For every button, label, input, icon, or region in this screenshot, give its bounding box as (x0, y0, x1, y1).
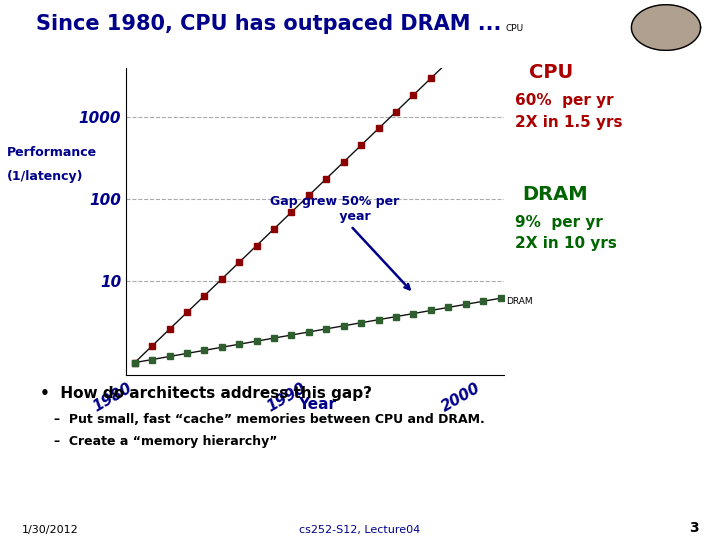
Text: 1/30/2012: 1/30/2012 (22, 524, 78, 535)
Text: DRAM: DRAM (505, 297, 532, 306)
Text: DRAM: DRAM (522, 185, 588, 204)
Text: 60%  per yr: 60% per yr (515, 93, 613, 109)
Text: 3: 3 (689, 521, 698, 535)
Text: CPU: CPU (529, 63, 573, 82)
Text: 2X in 1.5 yrs: 2X in 1.5 yrs (515, 115, 622, 130)
Text: –  Put small, fast “cache” memories between CPU and DRAM.: – Put small, fast “cache” memories betwe… (54, 413, 485, 426)
Text: Gap grew 50% per
         year: Gap grew 50% per year (271, 195, 410, 289)
Text: –  Create a “memory hierarchy”: – Create a “memory hierarchy” (54, 435, 277, 448)
Text: Performance: Performance (7, 146, 97, 159)
Polygon shape (631, 5, 701, 50)
Text: 9%  per yr: 9% per yr (515, 215, 603, 230)
Text: •  How do architects address this gap?: • How do architects address this gap? (40, 386, 372, 401)
Text: Year: Year (298, 397, 336, 412)
Text: (1/latency): (1/latency) (7, 170, 84, 183)
Text: 2X in 10 yrs: 2X in 10 yrs (515, 237, 616, 252)
Text: Since 1980, CPU has outpaced DRAM ...: Since 1980, CPU has outpaced DRAM ... (36, 14, 501, 33)
Text: CPU: CPU (505, 24, 524, 32)
Text: cs252-S12, Lecture04: cs252-S12, Lecture04 (300, 524, 420, 535)
